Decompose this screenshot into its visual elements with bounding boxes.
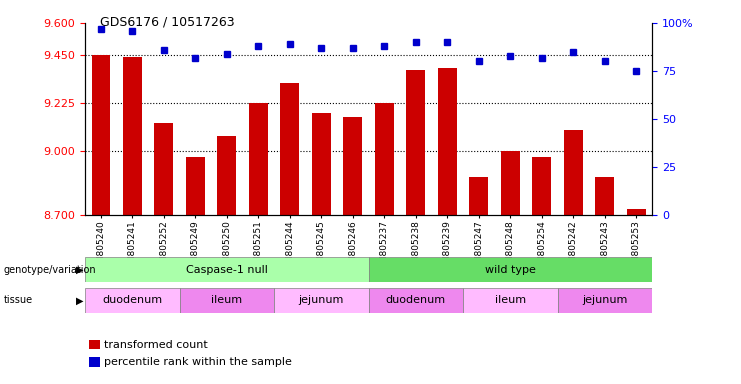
Text: tissue: tissue	[4, 295, 33, 305]
Bar	[249, 103, 268, 215]
Bar	[92, 55, 110, 215]
Bar	[564, 130, 582, 215]
Text: jejunum: jejunum	[299, 295, 344, 306]
Bar	[470, 177, 488, 215]
Bar	[218, 136, 236, 215]
Bar	[312, 113, 330, 215]
Bar	[85, 257, 369, 282]
Bar	[280, 83, 299, 215]
Bar	[186, 157, 205, 215]
Text: genotype/variation: genotype/variation	[4, 265, 96, 275]
Text: ▶: ▶	[76, 265, 84, 275]
Bar	[344, 117, 362, 215]
Text: ▶: ▶	[76, 295, 84, 305]
Text: percentile rank within the sample: percentile rank within the sample	[104, 357, 292, 367]
Bar	[532, 157, 551, 215]
Text: ileum: ileum	[495, 295, 526, 306]
Text: GDS6176 / 10517263: GDS6176 / 10517263	[100, 15, 235, 28]
Bar	[179, 288, 274, 313]
Text: duodenum: duodenum	[386, 295, 446, 306]
Bar	[438, 68, 456, 215]
Bar	[154, 123, 173, 215]
Bar	[501, 151, 520, 215]
Text: duodenum: duodenum	[102, 295, 162, 306]
Text: wild type: wild type	[485, 265, 536, 275]
Bar	[627, 209, 646, 215]
Bar	[406, 70, 425, 215]
Bar	[368, 257, 652, 282]
Bar	[375, 103, 393, 215]
Bar	[274, 288, 369, 313]
Bar	[557, 288, 652, 313]
Bar	[123, 57, 142, 215]
Text: Caspase-1 null: Caspase-1 null	[186, 265, 268, 275]
Text: jejunum: jejunum	[582, 295, 628, 306]
Bar	[85, 288, 179, 313]
Bar	[463, 288, 557, 313]
Text: ileum: ileum	[211, 295, 242, 306]
Bar	[368, 288, 463, 313]
Text: transformed count: transformed count	[104, 340, 207, 350]
Bar	[595, 177, 614, 215]
